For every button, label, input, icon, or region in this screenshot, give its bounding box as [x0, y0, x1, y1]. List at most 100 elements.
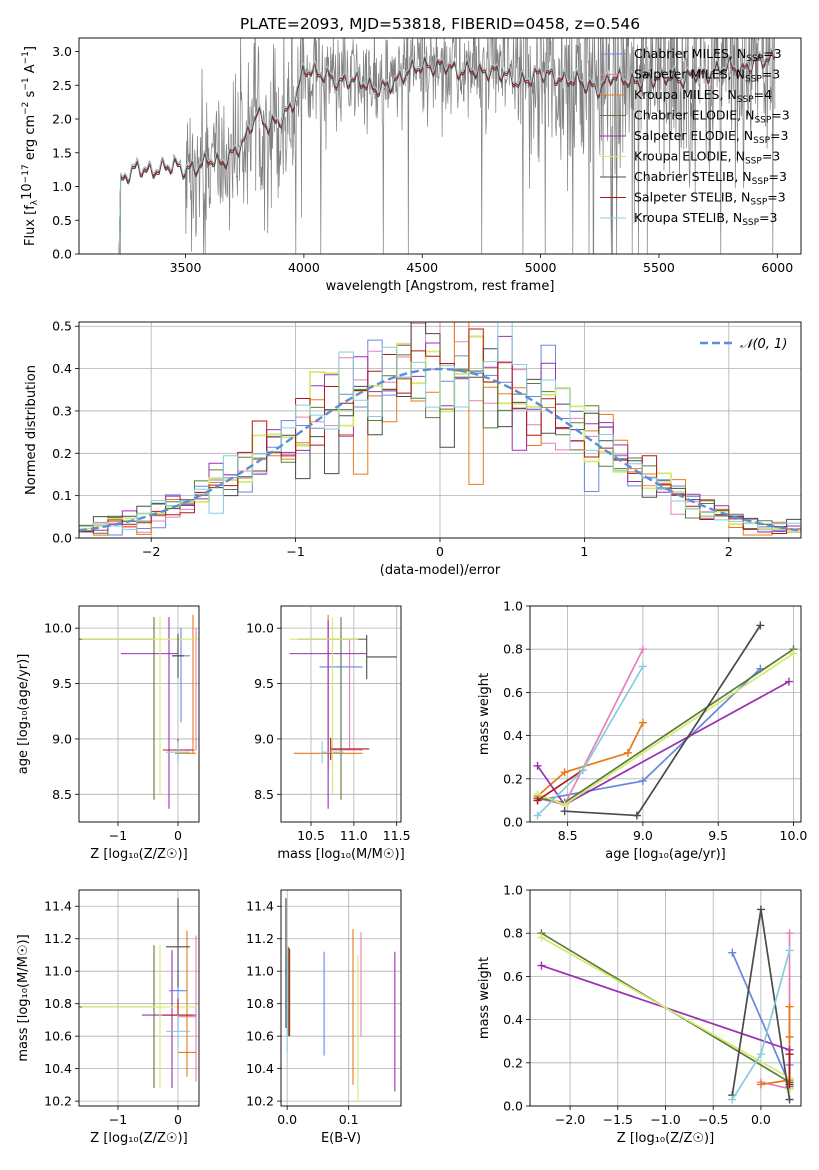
- y-tick-label: 11.2: [246, 931, 274, 946]
- y-tick-label: 10.4: [44, 1061, 72, 1076]
- x-tick-label: 11.5: [383, 828, 411, 843]
- x-tick-label: −0.5: [698, 1112, 728, 1127]
- point-salpeter-elodie: [121, 617, 178, 809]
- marker: [785, 1002, 794, 1011]
- series-chabrier-stelib: [728, 905, 794, 1104]
- y-tick-label: 0.6: [503, 685, 523, 700]
- x-axis-label: Z [log₁₀(Z/Z☉)]: [90, 847, 187, 862]
- x-tick-label: 0.0: [751, 1112, 771, 1127]
- x-axis-label: (data-model)/error: [380, 563, 501, 578]
- plot-area: [285, 898, 396, 1102]
- x-tick-label: −1: [109, 828, 127, 843]
- x-tick-label: 0: [174, 828, 182, 843]
- axes-frame: [529, 605, 802, 823]
- axes-mass-vs-EBV: 0.0 0.1 10.2 10.4 10.6 10.8 11.0 11.2 11.4 E(B-V): [246, 889, 402, 1146]
- x-tick-label: 4500: [406, 260, 438, 275]
- legend-entry: Salpeter MILES, NSSP=3: [634, 67, 780, 85]
- axes-frame: [529, 889, 802, 1107]
- axes-spectrum: 3500 4000 4500 5000 5500 6000 0.0 0.5 1.0 1.5 2.0 2…: [20, 15, 802, 294]
- marker: [533, 811, 542, 820]
- x-axis-label: age [log₁₀(age/yr)]: [605, 847, 726, 862]
- axes-frame: [78, 889, 200, 1107]
- marker: [638, 645, 647, 654]
- y-axis-label: mass [log₁₀(M/M☉)]: [16, 934, 31, 1061]
- y-tick-label: 2.5: [52, 78, 72, 93]
- y-tick-label: 0.0: [503, 1099, 523, 1114]
- x-axis-label: E(B-V): [321, 1131, 361, 1146]
- y-tick-label: 11.4: [44, 899, 72, 914]
- series-chabrier-stelib: [560, 621, 765, 820]
- y-tick-label: 2.0: [52, 112, 72, 127]
- point-kroupa-stelib: [321, 741, 344, 764]
- x-tick-label: −1: [286, 544, 304, 559]
- y-tick-label: 10.0: [44, 621, 72, 636]
- marker: [537, 961, 546, 970]
- y-tick-label: 0.4: [52, 361, 72, 376]
- y-tick-label: 0.5: [52, 213, 72, 228]
- y-tick-label: 0.4: [503, 728, 523, 743]
- y-axis-label: mass weight: [477, 673, 492, 755]
- point-kroupa-stelib: [166, 741, 190, 764]
- x-tick-label: 1: [580, 544, 588, 559]
- legend-entry: Chabrier MILES, NSSP=3: [634, 46, 782, 64]
- y-tick-label: 9.5: [52, 676, 72, 691]
- chart-title: PLATE=2093, MJD=53818, FIBERID=0458, z=0…: [240, 15, 640, 33]
- marker: [784, 677, 793, 686]
- series-kroupa-stelib: [533, 662, 647, 820]
- marker: [533, 761, 542, 770]
- plot-area: [533, 621, 798, 820]
- y-tick-label: 0.6: [503, 969, 523, 984]
- axes-frame: [78, 321, 802, 539]
- x-tick-label: −1: [109, 1112, 127, 1127]
- marker: [638, 776, 647, 785]
- point-chabrier-stelib: [166, 898, 190, 988]
- point-kroupa-miles: [178, 930, 196, 1077]
- axes-age-vs-mass: 10.5 11.0 11.5 8.5 9.0 9.5 10.0 mass [log₁₀(M/M…: [246, 605, 411, 862]
- y-tick-label: 10.2: [44, 1094, 72, 1109]
- model-line-kroupa-stelib: [118, 48, 775, 254]
- marker: [785, 1080, 794, 1089]
- series-salpeter-stelib: [785, 1050, 794, 1089]
- x-tick-label: 10.0: [780, 828, 808, 843]
- y-axis-label: mass weight: [477, 957, 492, 1039]
- axes-age-vs-Z: −1 0 8.5 9.0 9.5 10.0 Z [log₁₀(Z/Z☉)] age [log₁…: [16, 605, 200, 862]
- y-tick-label: 1.0: [52, 179, 72, 194]
- x-axis-label: Z [log₁₀(Z/Z☉)]: [90, 1131, 187, 1146]
- y-tick-label: 0.8: [503, 642, 523, 657]
- legend-entry: Chabrier ELODIE, NSSP=3: [634, 108, 790, 126]
- y-tick-label: 9.0: [52, 731, 72, 746]
- plot-area: [537, 905, 794, 1104]
- y-tick-label: 11.0: [246, 964, 274, 979]
- y-tick-label: 0.0: [52, 247, 72, 262]
- y-tick-label: 11.4: [246, 899, 274, 914]
- marker: [785, 929, 794, 938]
- marker: [756, 905, 765, 914]
- point-salpeter-stelib: [330, 737, 370, 760]
- point-salpeter-elodie: [289, 620, 367, 809]
- x-axis-label: Z [log₁₀(Z/Z☉)]: [617, 1131, 714, 1146]
- x-tick-label: −2: [142, 544, 160, 559]
- x-tick-label: 9.0: [633, 828, 653, 843]
- x-tick-label: 6000: [761, 260, 793, 275]
- marker: [578, 766, 587, 775]
- y-tick-label: 1.0: [503, 599, 523, 614]
- x-tick-label: 10.5: [297, 828, 325, 843]
- y-tick-label: 0.1: [52, 488, 72, 503]
- plot-area: [79, 898, 197, 1089]
- y-tick-label: 0.2: [503, 771, 523, 786]
- y-tick-label: 0.5: [52, 319, 72, 334]
- axes-frame: [78, 605, 200, 823]
- y-tick-label: 3.0: [52, 44, 72, 59]
- axes-frame: [78, 37, 802, 255]
- point-kroupa-stelib: [166, 1015, 190, 1048]
- y-tick-label: 0.8: [503, 926, 523, 941]
- axes-mass-vs-Z: −1 0 10.2 10.4 10.6 10.8 11.0 11.2 11.4 Z [log₁₀(…: [16, 889, 200, 1146]
- x-tick-label: 0.1: [339, 1112, 359, 1127]
- axes-frame: [280, 605, 402, 823]
- plot-area: [289, 614, 397, 809]
- marker: [537, 933, 546, 942]
- y-axis-label: age [log₁₀(age/yr)]: [16, 654, 31, 775]
- marker: [623, 748, 632, 757]
- histogram-kroupa-stelib: [79, 322, 801, 532]
- axes-weight-vs-age: 8.5 9.0 9.5 10.0 0.0 0.2 0.4 0.6 0.8 1.0 age [log₁…: [477, 599, 807, 863]
